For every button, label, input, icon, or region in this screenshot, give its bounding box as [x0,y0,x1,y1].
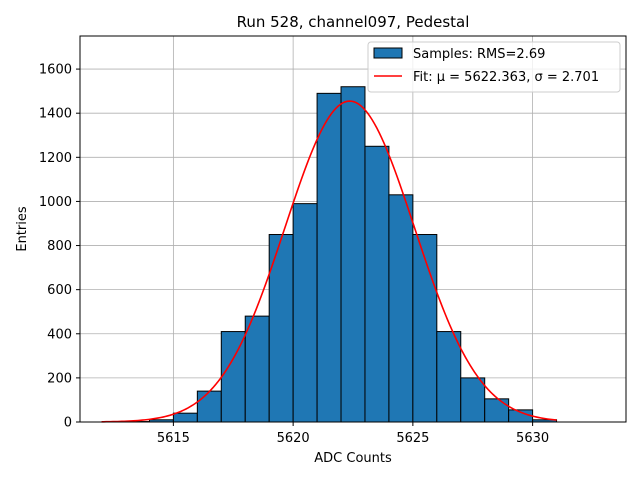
histogram-bar [412,234,438,423]
legend-label-samples: Samples: RMS=2.69 [413,47,545,62]
y-tick-label: 600 [47,283,72,298]
legend-label-fit: Fit: μ = 5622.363, σ = 2.701 [413,70,599,85]
x-axis-label: ADC Counts [314,451,392,466]
y-tick-label: 1600 [39,63,72,78]
histogram-bars [125,86,558,423]
legend: Samples: RMS=2.69 Fit: μ = 5622.363, σ =… [367,41,621,93]
histogram-bar [196,390,222,423]
y-tick-label: 1200 [39,151,72,166]
histogram-bar [172,412,198,423]
histogram-bar [460,377,486,423]
x-tick-label: 5625 [396,431,429,446]
y-tick-label: 1000 [39,195,72,210]
y-tick-label: 800 [47,239,72,254]
y-axis-label: Entries [15,206,30,252]
legend-box [367,41,621,93]
histogram-bar [340,86,366,423]
histogram-bar [436,331,462,423]
legend-swatch-samples [373,47,403,59]
axis-ticks: 5615 5620 5625 5630 0 200 400 600 800 1000 1200 140… [39,63,549,446]
y-tick-label: 400 [47,327,72,342]
fit-curve-layer [101,100,557,423]
histogram-bar [364,145,390,423]
fit-curve [101,100,557,423]
histogram-bar [316,92,342,423]
histogram-bar [292,203,318,423]
y-tick-label: 0 [64,416,72,431]
x-tick-label: 5615 [157,431,190,446]
histogram-bar [220,331,246,423]
chart-title: Run 528, channel097, Pedestal [237,13,470,31]
histogram-bar [244,315,270,423]
histogram-bar [484,398,510,423]
y-tick-label: 200 [47,371,72,386]
plot-frame [79,35,627,423]
x-tick-label: 5620 [277,431,310,446]
y-tick-label: 1400 [39,107,72,122]
x-tick-label: 5630 [516,431,549,446]
histogram-bar [388,194,414,423]
